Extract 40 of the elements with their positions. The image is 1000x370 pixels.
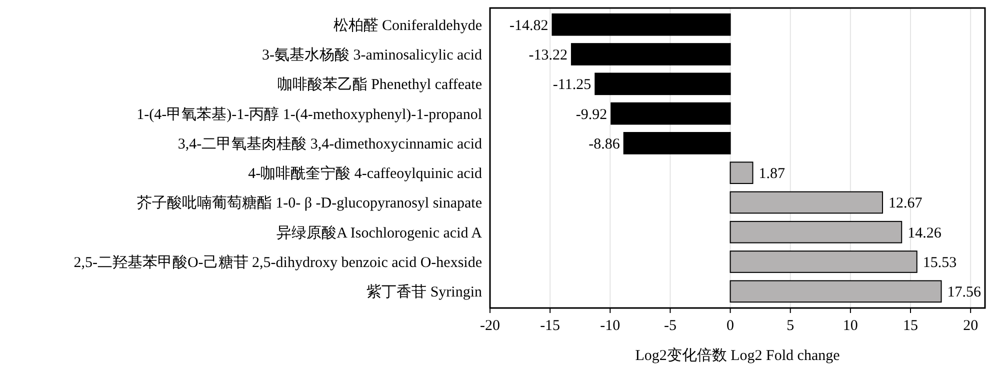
x-tick-label: 15 (903, 318, 918, 334)
x-axis-title: Log2变化倍数 Log2 Fold change (635, 347, 840, 364)
x-tick-label: 0 (726, 318, 734, 334)
y-tick-label: 松柏醛 Coniferaldehyde (333, 16, 482, 34)
bar (730, 191, 884, 214)
bar (623, 132, 731, 154)
data-label: -14.82 (509, 18, 548, 34)
y-tick-label: 咖啡酸苯乙酯 Phenethyl caffeate (277, 76, 482, 94)
y-tick-label: 1-(4-甲氧苯基)-1-丙醇 1-(4-methoxyphenyl)-1-propanol (136, 106, 482, 123)
y-tick-label: 2,5-二羟基苯甲酸O-己糖苷 2,5-dihydroxy benzoic acid O-hexside (74, 254, 482, 272)
x-tick-label: -5 (664, 318, 676, 334)
bar (730, 162, 754, 184)
y-tick-label: 异绿原酸A Isochlorogenic acid A (276, 224, 482, 242)
bar (730, 250, 918, 273)
data-label: -9.92 (576, 106, 608, 123)
x-tick-label: 10 (842, 318, 858, 334)
bar (552, 13, 731, 36)
x-tick-label: 20 (963, 318, 978, 334)
bar (610, 102, 731, 125)
data-label: 12.67 (888, 196, 923, 212)
x-tick-label: 5 (786, 318, 794, 334)
bar (570, 43, 731, 66)
bar (730, 220, 902, 244)
data-label: 14.26 (908, 225, 942, 242)
data-label: -11.25 (552, 77, 592, 94)
data-label: 1.87 (758, 166, 786, 182)
bar (594, 72, 731, 96)
data-label: -8.86 (588, 136, 620, 152)
data-label: 15.53 (922, 255, 957, 272)
y-tick-label: 芥子酸吡喃葡萄糖酯 1-0- β -D-glucopyranosyl sinapate (136, 194, 482, 212)
y-tick-label: 紫丁香苷 Syringin (366, 284, 482, 301)
y-tick-label: 3-氨基水杨酸 3-aminosalicylic acid (262, 46, 482, 64)
data-label: 17.56 (947, 284, 982, 301)
y-tick-label: 3,4-二甲氧基肉桂酸 3,4-dimethoxycinnamic acid (178, 135, 482, 152)
data-label: -13.22 (528, 47, 568, 64)
y-tick-label: 4-咖啡酰奎宁酸 4-caffeoylquinic acid (248, 165, 482, 182)
x-tick-label: -15 (540, 318, 560, 334)
bar (730, 280, 942, 303)
x-tick-label: -10 (600, 318, 620, 334)
x-tick-label: -20 (480, 318, 500, 334)
